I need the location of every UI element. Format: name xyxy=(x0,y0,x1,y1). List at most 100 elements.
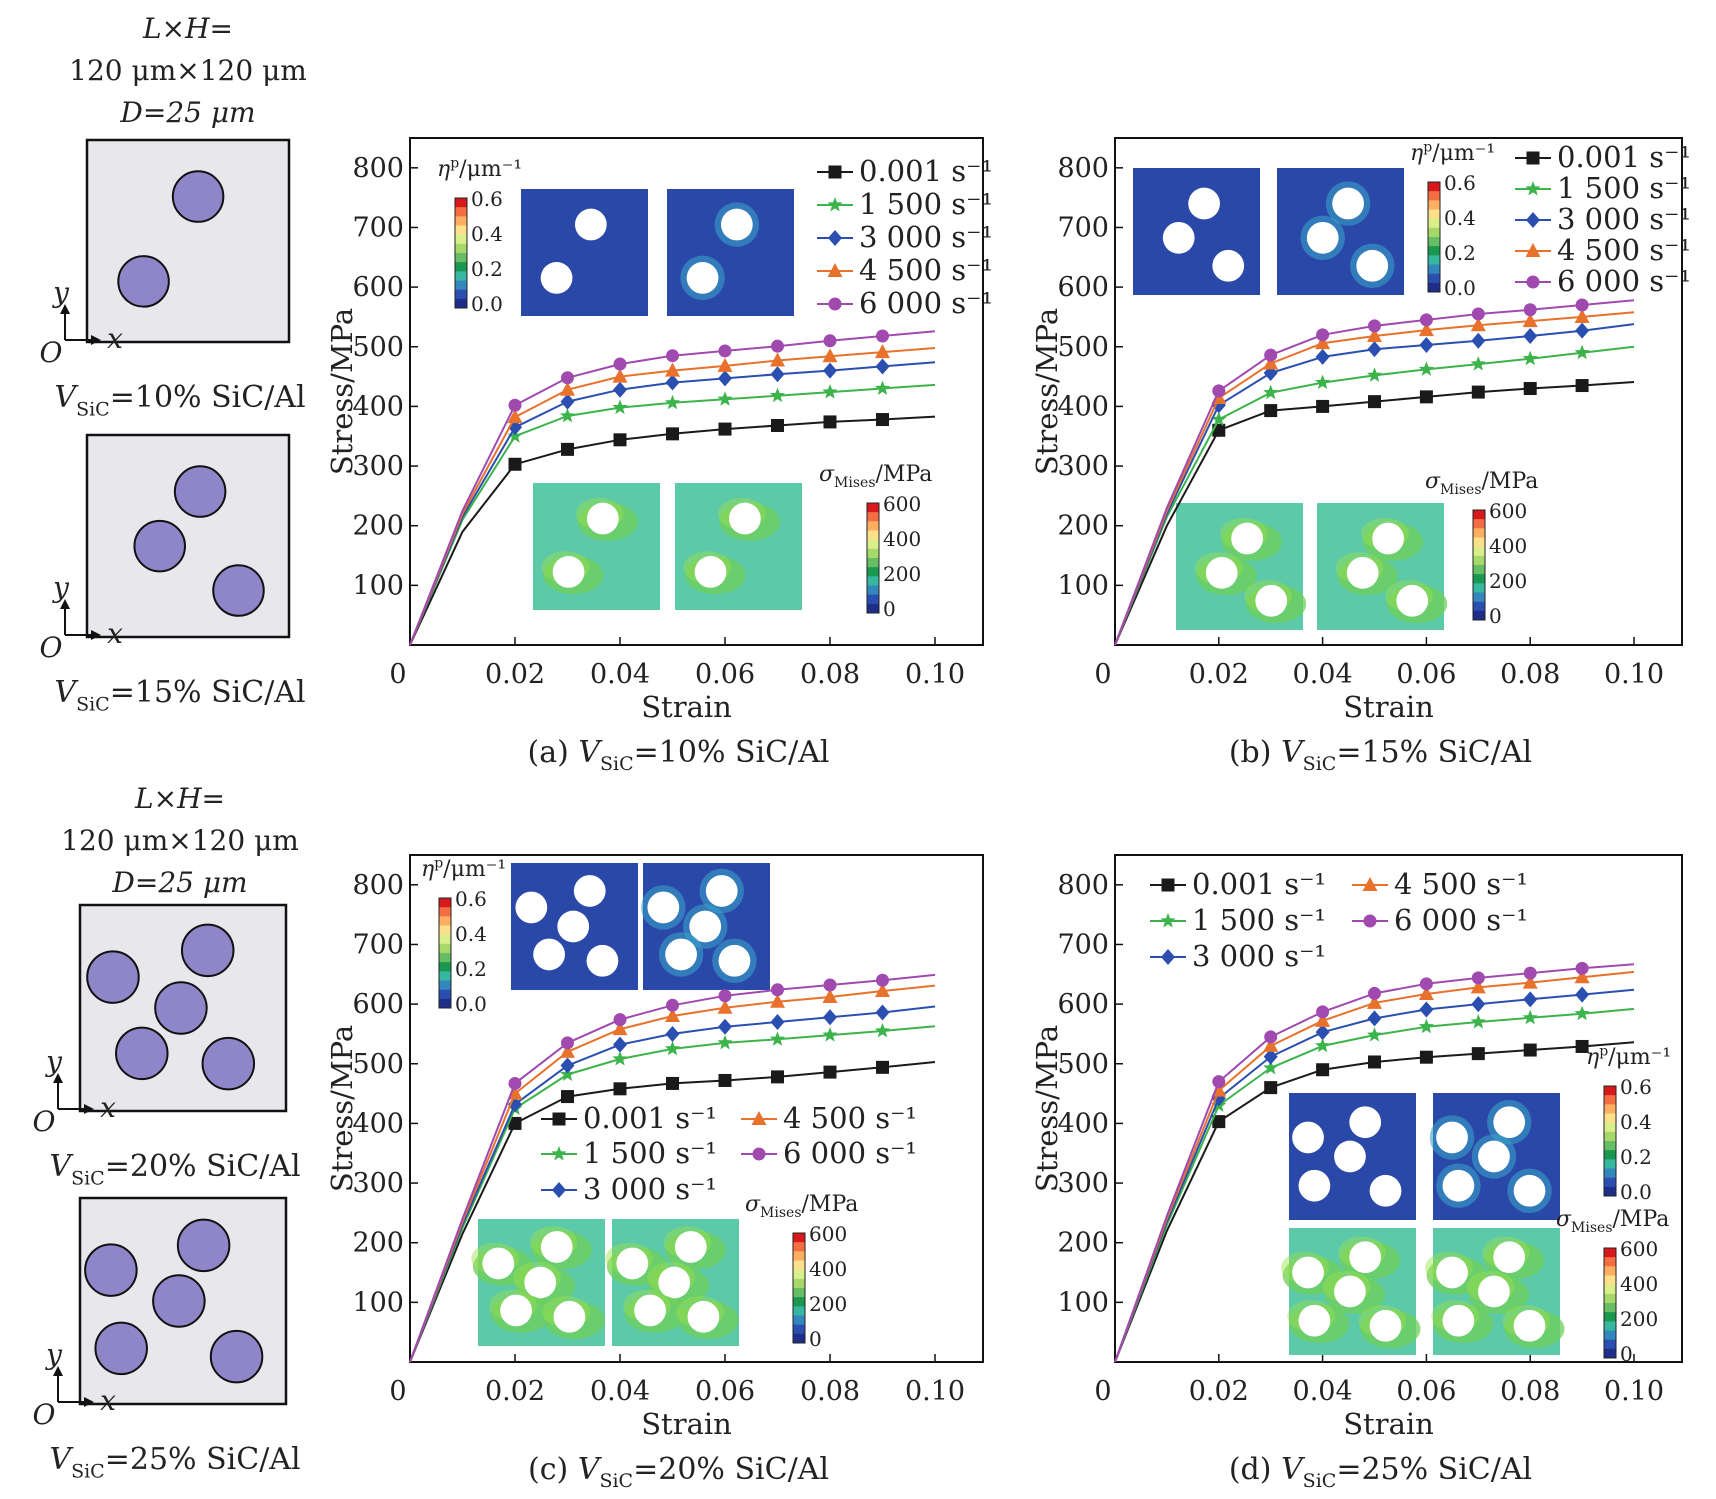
colorbar-segment xyxy=(793,1278,805,1289)
x-axis-title: Strain xyxy=(641,690,732,724)
colorbar-tick-label: 0.6 xyxy=(1444,171,1476,195)
schematic-header-line: D=25 μm xyxy=(119,96,255,129)
schematic-caption: VSiC=15% SiC/Al xyxy=(54,675,305,715)
colorbar-segment xyxy=(1604,1348,1616,1359)
data-point-star xyxy=(1160,913,1176,928)
data-point-star xyxy=(822,384,838,399)
y-tick-label: 700 xyxy=(352,212,404,243)
colorbar-segment xyxy=(455,216,467,226)
data-point-triangle xyxy=(875,982,890,997)
sic-particle xyxy=(86,950,140,1004)
legend-label: 3 000 s⁻¹ xyxy=(583,1172,717,1206)
colorbar-segment xyxy=(439,943,451,954)
data-point-square xyxy=(1575,379,1589,393)
data-point-square xyxy=(771,1070,784,1084)
colorbar-segment xyxy=(1604,1095,1616,1105)
colorbar-tick-label: 600 xyxy=(1489,499,1527,523)
colorbar-segment xyxy=(1473,555,1485,566)
colorbar-title: ηp/μm⁻¹ xyxy=(421,856,506,882)
data-point-diamond xyxy=(1471,332,1486,349)
colorbar-tick-label: 0.2 xyxy=(1444,241,1476,265)
x-tick-label: 0.04 xyxy=(590,659,650,690)
data-point-circle xyxy=(1368,986,1381,1000)
plastic-strain-colorbar: 0.6 0.4 0.2 0.0 ηp/μm⁻¹ xyxy=(437,156,522,316)
y-tick-label: 100 xyxy=(352,570,404,601)
colorbar-segment xyxy=(439,962,451,972)
colorbar-title: σMises/MPa xyxy=(745,1192,858,1221)
colorbar-segment xyxy=(1473,583,1485,593)
sic-particle xyxy=(180,923,235,978)
data-point-diamond xyxy=(1315,1024,1330,1041)
x-arrow-head xyxy=(91,335,101,345)
data-point-star xyxy=(874,1023,891,1038)
colorbar-border xyxy=(1427,181,1441,293)
x-tick-label: 0.04 xyxy=(1293,1376,1353,1407)
particle-hole xyxy=(1298,1304,1331,1337)
colorbar-segment xyxy=(1473,537,1485,548)
colorbar-segment xyxy=(455,207,467,217)
data-point-diamond xyxy=(552,1182,566,1198)
data-point-triangle xyxy=(822,988,838,1003)
colorbar-segment xyxy=(1604,1321,1616,1331)
data-point-triangle xyxy=(1574,308,1590,323)
colorbar-segment xyxy=(455,262,467,272)
colorbar-segment xyxy=(1428,237,1440,247)
series-2 xyxy=(409,380,936,646)
y-tick-label: 200 xyxy=(1057,511,1109,542)
particle-hole xyxy=(728,502,761,535)
series-line xyxy=(409,415,936,646)
colorbar-tick-label: 0.0 xyxy=(455,992,487,1016)
x-tick-label: 0.10 xyxy=(1604,659,1664,690)
schematic-header-line: 120 μm×120 μm xyxy=(69,54,307,87)
colorbar-segment xyxy=(1473,546,1485,557)
y-axis-label: y xyxy=(51,276,70,309)
particle-hole xyxy=(1493,1106,1526,1139)
data-point-diamond xyxy=(1419,336,1434,353)
colorbar-segment xyxy=(1428,264,1440,275)
colorbar-tick-label: 0.0 xyxy=(471,292,503,316)
data-point-diamond xyxy=(665,1025,680,1042)
data-point-star xyxy=(1366,367,1383,382)
data-point-circle xyxy=(1363,914,1377,928)
data-point-diamond xyxy=(665,374,680,391)
y-tick-label: 800 xyxy=(1057,153,1109,184)
colorbar-segment xyxy=(867,530,879,541)
colorbar-segment xyxy=(1428,246,1440,256)
particle-hole xyxy=(1292,1121,1324,1154)
x-tick-label: 0.02 xyxy=(485,1376,545,1407)
schematic-caption: VSiC=10% SiC/Al xyxy=(54,380,305,420)
colorbar-segment xyxy=(439,971,451,981)
particle-hole xyxy=(1205,556,1238,589)
legend-label: 4 500 s⁻¹ xyxy=(783,1101,917,1135)
y-axis-title: Stress/MPa xyxy=(325,1025,359,1192)
data-point-diamond xyxy=(1526,212,1540,228)
data-point-diamond xyxy=(1263,1048,1278,1065)
data-point-triangle xyxy=(1470,317,1486,332)
plastic-strain-contour-inset xyxy=(1277,168,1404,295)
colorbar-segment xyxy=(439,998,451,1009)
data-point-star xyxy=(664,394,681,410)
particle-hole xyxy=(1436,1256,1468,1289)
data-point-circle xyxy=(876,329,889,343)
data-point-diamond xyxy=(875,1004,890,1021)
particle-hole xyxy=(573,875,606,907)
schematic-2: y x O VSiC=15% SiC/Al xyxy=(40,433,306,715)
data-point-circle xyxy=(1471,307,1485,321)
data-point-circle xyxy=(771,983,784,997)
y-tick-label: 200 xyxy=(1057,1228,1109,1259)
data-point-star xyxy=(1418,361,1434,376)
colorbar-tick-label: 0.6 xyxy=(471,187,503,211)
data-point-diamond xyxy=(770,366,785,383)
colorbar-segment xyxy=(455,289,467,300)
legend-entry: 3 000 s⁻¹ xyxy=(541,1172,717,1206)
colorbar-segment xyxy=(867,567,879,577)
legend: 0.001 s⁻¹1 500 s⁻¹3 000 s⁻¹4 500 s⁻¹6 00… xyxy=(1515,140,1691,298)
colorbar-title: σMises/MPa xyxy=(1425,469,1538,498)
data-point-square xyxy=(1212,1115,1226,1129)
x-tick-label: 0.10 xyxy=(905,1376,965,1407)
colorbar-segment xyxy=(793,1251,805,1261)
origin-label: O xyxy=(33,1105,56,1138)
schematic-caption: VSiC=20% SiC/Al xyxy=(49,1149,300,1189)
data-point-triangle xyxy=(717,357,733,372)
panel-caption: (d) VSiC=25% SiC/Al xyxy=(1229,1452,1532,1492)
